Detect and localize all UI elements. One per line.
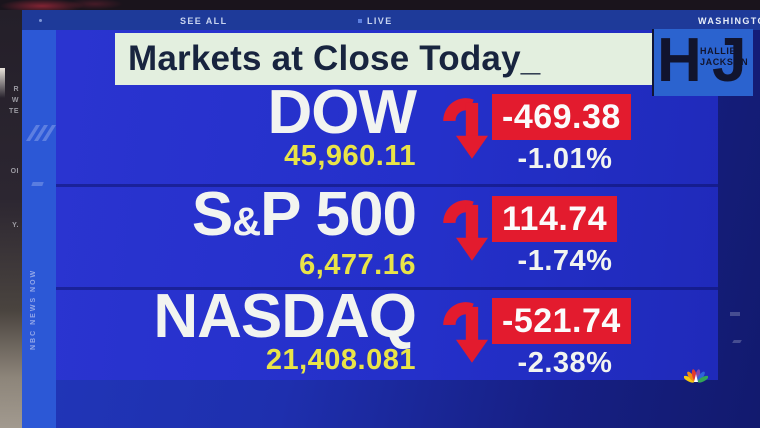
logo-letter-j: J — [712, 29, 747, 95]
wordmark-dash-icon — [31, 182, 44, 186]
index-block: DOW 45,960.11 — [56, 78, 417, 173]
index-close-value: 21,408.081 — [265, 344, 416, 376]
percent-change: -1.01% — [517, 143, 613, 175]
index-name: S&P 500 — [191, 180, 417, 249]
live-label: LIVE — [367, 16, 393, 26]
point-change-badge: 114.74 — [492, 196, 618, 242]
nbc-wordmark-icon — [26, 125, 56, 141]
background-text-fragment: W — [11, 97, 19, 104]
row-divider — [56, 287, 718, 290]
market-row-sp500: S&P 500 6,477.16 114.74 -1.74% — [56, 180, 718, 286]
tv-screen: SEE ALL LIVE WASHINGTON NBC NEWS NOW Mar… — [22, 10, 760, 428]
index-name: DOW — [267, 78, 417, 147]
point-change-badge: -469.38 — [492, 94, 631, 140]
index-close-value: 45,960.11 — [284, 140, 416, 172]
banner-title: Markets at Close Today_ — [115, 33, 653, 85]
nbc-peacock-icon — [683, 368, 709, 385]
host-name-label: HALLIE JACKSON — [700, 46, 748, 68]
location-label: WASHINGTON — [698, 16, 760, 26]
bullet-icon — [39, 19, 42, 22]
network-sidebar: NBC NEWS NOW — [22, 30, 56, 428]
background-text-fragment: OI — [10, 168, 19, 175]
row-divider — [56, 184, 718, 187]
background-text-fragment: R — [13, 86, 19, 93]
monitor-top-bezel — [0, 0, 760, 10]
change-block: -469.38 -1.01% — [492, 94, 652, 176]
market-row-dow: DOW 45,960.11 -469.38 -1.01% — [56, 78, 718, 184]
percent-change: -2.38% — [517, 347, 613, 379]
index-block: NASDAQ 21,408.081 — [56, 282, 417, 377]
down-arrow-icon — [442, 92, 488, 168]
network-vertical-label: NBC NEWS NOW — [30, 268, 37, 350]
broadcast-top-bar: SEE ALL LIVE WASHINGTON — [22, 10, 760, 30]
logo-letter-h: H — [657, 29, 702, 95]
live-dot-icon — [358, 19, 362, 23]
background-text-fragment: TE — [9, 108, 19, 115]
show-logo-hj: H J HALLIE JACKSON — [652, 29, 753, 96]
screen-reflection — [732, 340, 742, 343]
markets-graphic-panel: Markets at Close Today_ DOW 45,960.11 — [56, 30, 718, 380]
down-arrow-icon — [442, 194, 488, 270]
host-first-name: HALLIE — [700, 46, 737, 56]
index-block: S&P 500 6,477.16 — [56, 180, 417, 282]
background-text-fragment: Y. — [12, 222, 19, 229]
monitor-left-bezel: R W TE OI Y. — [0, 10, 22, 428]
change-block: 114.74 -1.74% — [492, 196, 652, 278]
down-arrow-icon — [442, 296, 488, 372]
point-change-badge: -521.74 — [492, 298, 631, 344]
screen-reflection — [730, 312, 740, 316]
live-indicator: LIVE — [358, 16, 393, 26]
market-row-nasdaq: NASDAQ 21,408.081 -521.74 -2.38% — [56, 282, 718, 388]
index-close-value: 6,477.16 — [299, 249, 416, 281]
bezel-reflection — [0, 68, 5, 98]
see-all-label: SEE ALL — [180, 16, 228, 26]
host-last-name: JACKSON — [700, 57, 749, 67]
percent-change: -1.74% — [517, 245, 613, 277]
index-name: NASDAQ — [153, 282, 417, 351]
change-block: -521.74 -2.38% — [492, 298, 652, 380]
